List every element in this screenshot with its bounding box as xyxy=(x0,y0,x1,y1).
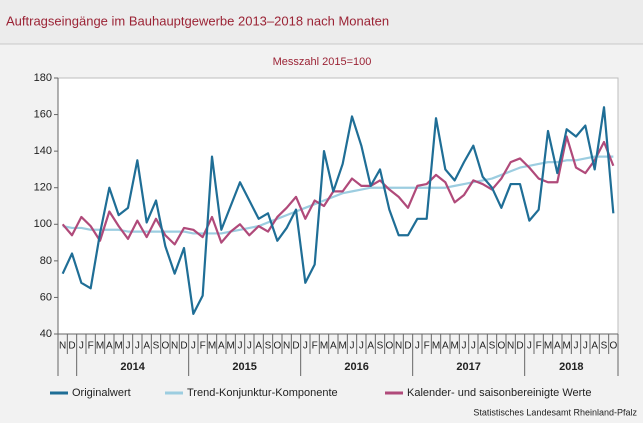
x-tick-label: A xyxy=(330,341,337,352)
x-tick-label: N xyxy=(59,341,66,352)
x-tick-label: O xyxy=(161,341,169,352)
x-tick-label: M xyxy=(226,341,234,352)
x-tick-label: A xyxy=(554,341,561,352)
x-tick-label: D xyxy=(516,341,523,352)
x-tick-label: M xyxy=(544,341,552,352)
y-tick-label: 100 xyxy=(34,218,52,230)
y-tick-label: 160 xyxy=(34,108,52,120)
x-tick-label: J xyxy=(191,341,196,352)
x-tick-label: O xyxy=(385,341,393,352)
x-tick-label: M xyxy=(114,341,122,352)
y-tick-label: 60 xyxy=(40,291,52,303)
x-tick-label: J xyxy=(462,341,467,352)
x-tick-label: F xyxy=(312,341,318,352)
x-tick-label: N xyxy=(171,341,178,352)
series-line xyxy=(61,106,615,315)
x-tick-label: J xyxy=(135,341,140,352)
series-line xyxy=(61,135,615,246)
x-tick-label: J xyxy=(574,341,579,352)
legend-label: Kalender- und saisonbereinigte Werte xyxy=(407,387,591,399)
x-tick-label: N xyxy=(395,341,402,352)
y-tick-label: 80 xyxy=(40,255,52,267)
x-tick-label: M xyxy=(320,341,328,352)
x-tick-label: J xyxy=(471,341,476,352)
x-tick-label: S xyxy=(489,341,496,352)
x-tick-label: S xyxy=(377,341,384,352)
x-tick-label: O xyxy=(497,341,505,352)
x-tick-label: F xyxy=(88,341,94,352)
x-tick-label: J xyxy=(415,341,420,352)
plot-area xyxy=(57,77,619,335)
x-tick-label: F xyxy=(536,341,542,352)
y-tick-label: 180 xyxy=(34,72,52,84)
x-tick-label: N xyxy=(283,341,290,352)
x-tick-label: J xyxy=(238,341,243,352)
x-tick-label: M xyxy=(338,341,346,352)
y-tick-label: 40 xyxy=(40,328,52,340)
x-tick-label: A xyxy=(442,341,449,352)
x-tick-label: S xyxy=(265,341,272,352)
x-tick-label: J xyxy=(79,341,84,352)
title-band xyxy=(0,0,643,44)
chart-subtitle: Messzahl 2015=100 xyxy=(273,56,372,68)
y-tick-label: 120 xyxy=(34,182,52,194)
x-tick-label: D xyxy=(404,341,411,352)
x-tick-label: A xyxy=(143,341,150,352)
x-tick-label: O xyxy=(273,341,281,352)
x-tick-label: M xyxy=(96,341,104,352)
x-tick-label: D xyxy=(292,341,299,352)
year-label: 2015 xyxy=(232,361,256,373)
x-tick-label: A xyxy=(106,341,113,352)
x-tick-label: A xyxy=(479,341,486,352)
x-tick-label: M xyxy=(432,341,440,352)
x-tick-label: J xyxy=(126,341,131,352)
x-tick-label: J xyxy=(527,341,532,352)
x-tick-label: A xyxy=(367,341,374,352)
x-tick-label: M xyxy=(562,341,570,352)
legend-label: Trend-Konjunktur-Komponente xyxy=(187,387,338,399)
year-label: 2018 xyxy=(559,361,583,373)
x-tick-label: J xyxy=(247,341,252,352)
year-label: 2017 xyxy=(456,361,480,373)
x-tick-label: F xyxy=(424,341,430,352)
x-tick-label: N xyxy=(507,341,514,352)
year-label: 2016 xyxy=(344,361,368,373)
x-tick-label: S xyxy=(601,341,608,352)
x-tick-label: A xyxy=(591,341,598,352)
series-line xyxy=(62,155,614,235)
x-tick-label: M xyxy=(450,341,458,352)
chart-title: Auftragseingänge im Bauhauptgewerbe 2013… xyxy=(6,13,389,28)
x-tick-label: A xyxy=(255,341,262,352)
x-tick-label: J xyxy=(359,341,364,352)
x-tick-label: A xyxy=(218,341,225,352)
x-tick-label: O xyxy=(609,341,617,352)
x-tick-label: D xyxy=(180,341,187,352)
x-tick-label: M xyxy=(208,341,216,352)
x-tick-label: D xyxy=(68,341,75,352)
legend-label: Originalwert xyxy=(72,387,131,399)
year-label: 2014 xyxy=(120,361,145,373)
x-tick-label: J xyxy=(583,341,588,352)
x-tick-label: S xyxy=(153,341,160,352)
x-tick-label: J xyxy=(303,341,308,352)
source: Statistisches Landesamt Rheinland-Pfalz xyxy=(473,407,637,417)
x-tick-label: J xyxy=(350,341,355,352)
x-tick-label: F xyxy=(200,341,206,352)
y-tick-label: 140 xyxy=(34,145,52,157)
